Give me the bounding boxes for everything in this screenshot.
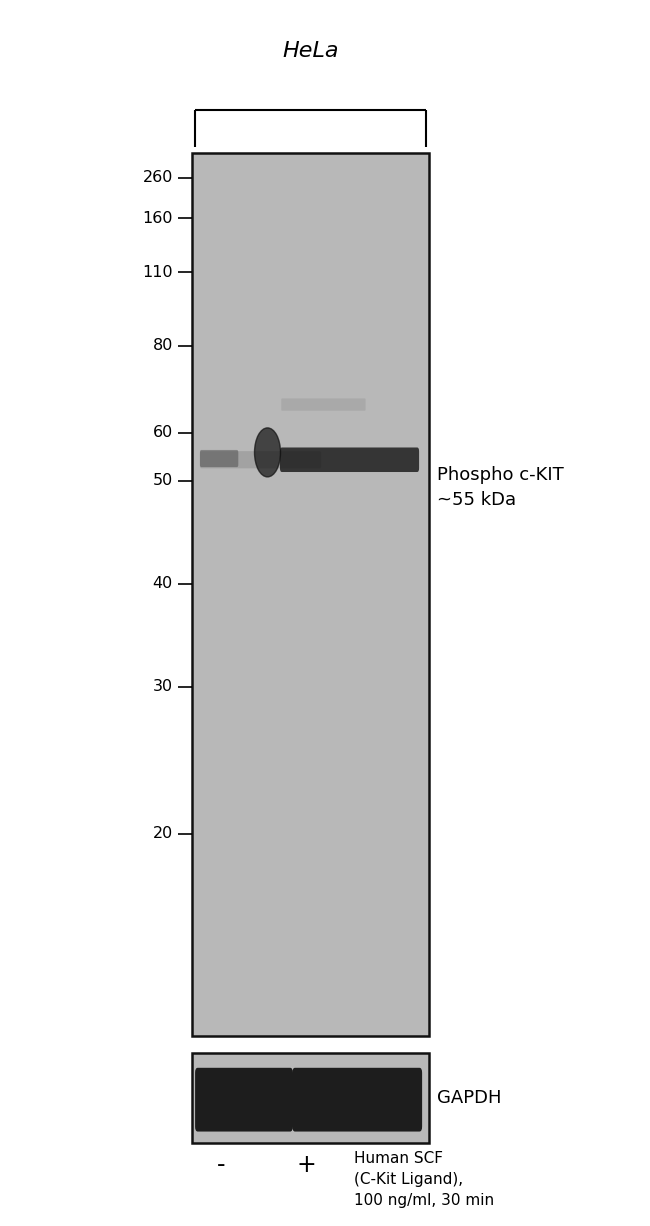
- Text: 160: 160: [142, 211, 173, 226]
- FancyBboxPatch shape: [200, 451, 321, 468]
- Text: +: +: [297, 1152, 317, 1177]
- FancyBboxPatch shape: [292, 1068, 422, 1132]
- Bar: [192, 153, 429, 1036]
- FancyBboxPatch shape: [281, 398, 365, 411]
- Text: 30: 30: [153, 679, 173, 694]
- Text: Phospho c-KIT
~55 kDa: Phospho c-KIT ~55 kDa: [437, 466, 564, 510]
- Text: Human SCF
(C-Kit Ligand),
100 ng/ml, 30 min: Human SCF (C-Kit Ligand), 100 ng/ml, 30 …: [354, 1151, 495, 1208]
- FancyBboxPatch shape: [200, 450, 239, 467]
- Text: 80: 80: [153, 338, 173, 353]
- Text: HeLa: HeLa: [283, 42, 339, 61]
- FancyBboxPatch shape: [195, 1068, 292, 1132]
- FancyBboxPatch shape: [280, 447, 419, 472]
- Text: 60: 60: [153, 425, 173, 440]
- Bar: [192, 1053, 429, 1143]
- Text: 110: 110: [142, 265, 173, 280]
- Text: 20: 20: [153, 826, 173, 841]
- Text: -: -: [216, 1152, 226, 1177]
- Text: 40: 40: [153, 576, 173, 591]
- Circle shape: [255, 428, 281, 477]
- Text: 260: 260: [142, 170, 173, 185]
- Text: 50: 50: [153, 473, 173, 488]
- Text: GAPDH: GAPDH: [437, 1090, 501, 1107]
